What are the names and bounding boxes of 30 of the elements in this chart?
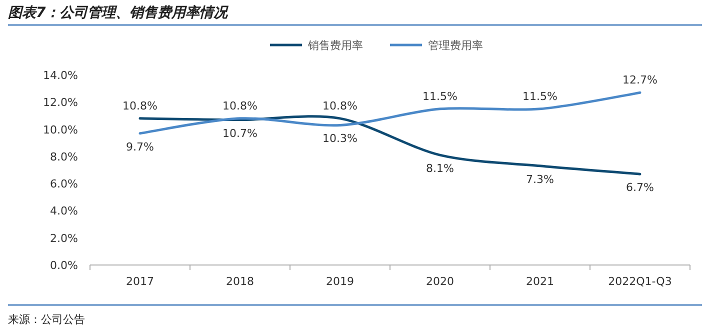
data-label: 12.7%: [622, 74, 658, 87]
y-tick-label: 12.0%: [43, 96, 78, 110]
data-label: 11.5%: [422, 90, 458, 103]
x-tick-label: 2020: [426, 275, 454, 288]
x-tick-label: 2019: [326, 275, 354, 288]
y-tick-label: 8.0%: [50, 150, 78, 164]
y-tick-label: 2.0%: [50, 232, 78, 245]
y-tick-label: 10.0%: [43, 123, 78, 136]
data-label: 8.1%: [426, 162, 454, 176]
data-label: 10.8%: [122, 99, 158, 112]
legend-label: 管理费用率: [428, 39, 483, 52]
y-tick-label: 6.0%: [50, 178, 78, 191]
legend-label: 销售费用率: [307, 39, 363, 52]
x-tick-label: 2018: [226, 275, 254, 288]
data-label: 9.7%: [126, 140, 154, 154]
data-label: 10.8%: [322, 99, 358, 112]
y-tick-label: 0.0%: [50, 259, 78, 272]
data-label: 11.5%: [522, 90, 558, 103]
chart-title: 图表7：公司管理、销售费用率情况: [8, 4, 230, 21]
data-label: 10.7%: [222, 126, 258, 140]
x-tick-label: 2022Q1-Q3: [608, 275, 672, 288]
data-label: 7.3%: [526, 172, 554, 186]
source-note: 来源：公司公告: [8, 313, 85, 326]
x-tick-label: 2017: [126, 275, 154, 288]
y-tick-label: 14.0%: [43, 69, 78, 82]
y-tick-label: 4.0%: [50, 204, 78, 218]
x-tick-label: 2021: [526, 275, 554, 288]
data-label: 10.3%: [322, 132, 358, 146]
data-label: 10.8%: [222, 99, 258, 112]
data-label: 6.7%: [626, 181, 654, 194]
